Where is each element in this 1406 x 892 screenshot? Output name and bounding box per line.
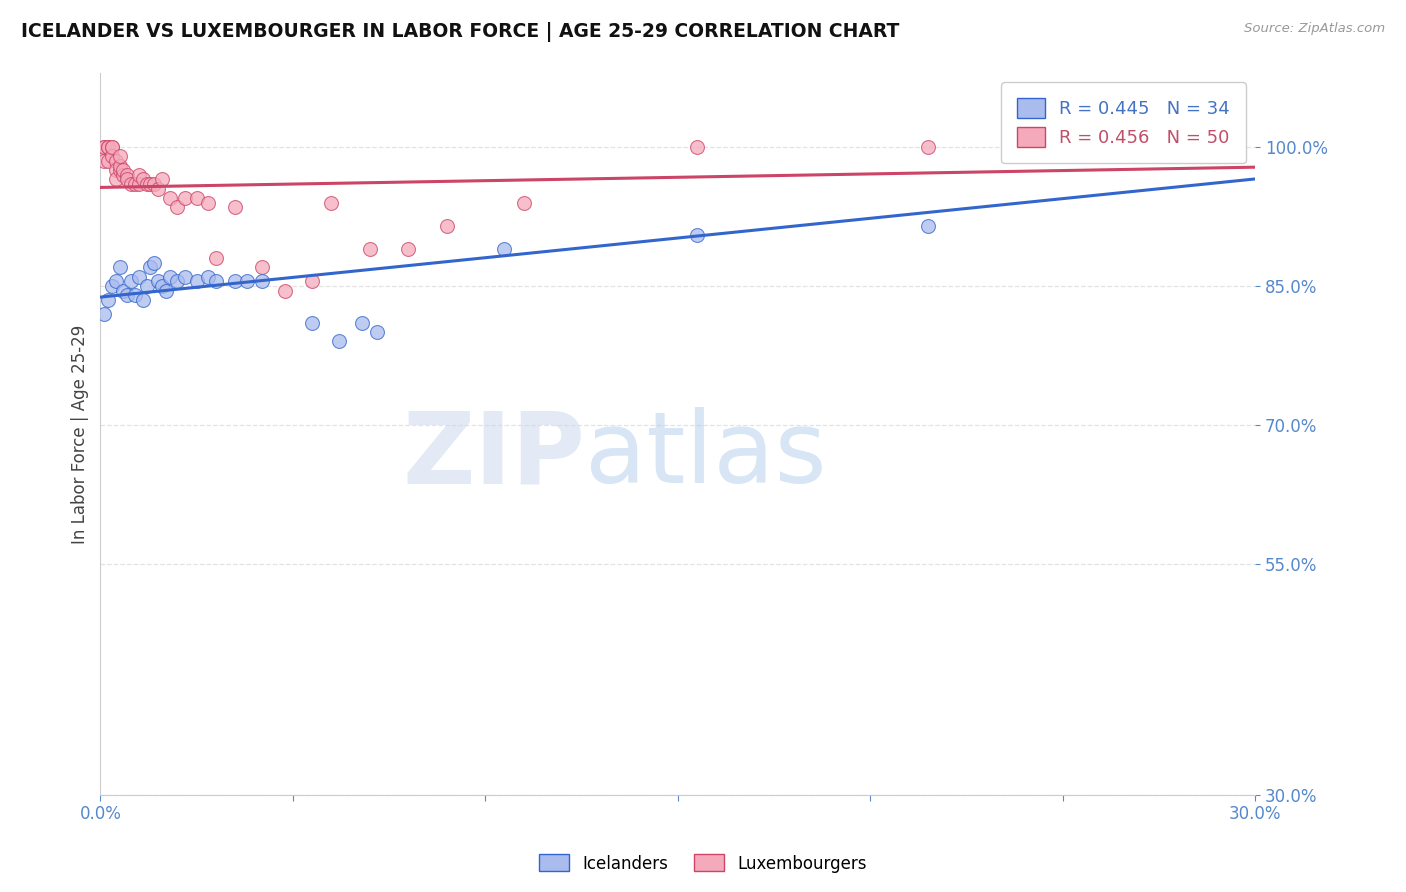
Point <box>686 140 709 154</box>
Point <box>131 293 153 307</box>
Point <box>301 274 323 288</box>
Point <box>197 195 219 210</box>
Point <box>155 284 177 298</box>
Point <box>1205 140 1227 154</box>
Text: atlas: atlas <box>585 407 827 504</box>
Point <box>108 163 131 178</box>
Point <box>359 242 381 256</box>
Point <box>1128 130 1150 145</box>
Point <box>174 269 197 284</box>
Point <box>139 260 162 275</box>
Point <box>166 200 188 214</box>
Point <box>131 172 153 186</box>
Point <box>146 182 169 196</box>
Point <box>150 172 173 186</box>
Text: ICELANDER VS LUXEMBOURGER IN LABOR FORCE | AGE 25-29 CORRELATION CHART: ICELANDER VS LUXEMBOURGER IN LABOR FORCE… <box>21 22 900 42</box>
Point <box>1090 140 1112 154</box>
Point <box>396 242 419 256</box>
Point <box>328 334 350 349</box>
Point <box>104 153 127 168</box>
Point <box>93 140 115 154</box>
Point <box>494 242 516 256</box>
Point <box>93 153 115 168</box>
Point <box>917 140 939 154</box>
Point <box>224 274 246 288</box>
Point <box>235 274 257 288</box>
Point <box>139 177 162 191</box>
Point <box>124 288 146 302</box>
Point <box>97 140 120 154</box>
Point <box>143 177 166 191</box>
Point <box>117 288 139 302</box>
Legend: R = 0.445   N = 34, R = 0.456   N = 50: R = 0.445 N = 34, R = 0.456 N = 50 <box>1001 82 1246 163</box>
Legend: Icelanders, Luxembourgers: Icelanders, Luxembourgers <box>533 847 873 880</box>
Point <box>108 159 131 173</box>
Point <box>250 274 273 288</box>
Point <box>917 219 939 233</box>
Point <box>101 140 124 154</box>
Point <box>204 251 226 265</box>
Point <box>250 260 273 275</box>
Point <box>274 284 297 298</box>
Point <box>366 325 388 339</box>
Point <box>101 149 124 163</box>
Point <box>97 140 120 154</box>
Point <box>224 200 246 214</box>
Point <box>101 140 124 154</box>
Point <box>352 316 374 330</box>
Point <box>204 274 226 288</box>
Text: ZIP: ZIP <box>402 407 585 504</box>
Point <box>120 177 142 191</box>
Point <box>117 168 139 182</box>
Point <box>512 195 534 210</box>
Point <box>686 227 709 242</box>
Point <box>1225 140 1247 154</box>
Point <box>117 172 139 186</box>
Point <box>112 163 135 178</box>
Point <box>97 153 120 168</box>
Point <box>159 191 181 205</box>
Point <box>120 274 142 288</box>
Point <box>108 149 131 163</box>
Point <box>186 274 208 288</box>
Point <box>135 177 157 191</box>
Point <box>301 316 323 330</box>
Point <box>143 256 166 270</box>
Point <box>197 269 219 284</box>
Point <box>97 293 120 307</box>
Point <box>124 177 146 191</box>
Point <box>146 274 169 288</box>
Y-axis label: In Labor Force | Age 25-29: In Labor Force | Age 25-29 <box>72 325 89 543</box>
Point <box>104 163 127 178</box>
Point <box>321 195 343 210</box>
Point <box>150 279 173 293</box>
Point <box>101 279 124 293</box>
Point <box>436 219 458 233</box>
Point <box>1167 140 1189 154</box>
Point <box>186 191 208 205</box>
Point <box>112 284 135 298</box>
Point <box>108 260 131 275</box>
Point <box>93 307 115 321</box>
Point <box>174 191 197 205</box>
Point <box>128 269 150 284</box>
Point <box>128 177 150 191</box>
Point <box>128 168 150 182</box>
Point <box>159 269 181 284</box>
Point <box>166 274 188 288</box>
Point <box>104 274 127 288</box>
Text: Source: ZipAtlas.com: Source: ZipAtlas.com <box>1244 22 1385 36</box>
Point <box>112 168 135 182</box>
Point <box>104 172 127 186</box>
Point <box>93 140 115 154</box>
Point <box>135 279 157 293</box>
